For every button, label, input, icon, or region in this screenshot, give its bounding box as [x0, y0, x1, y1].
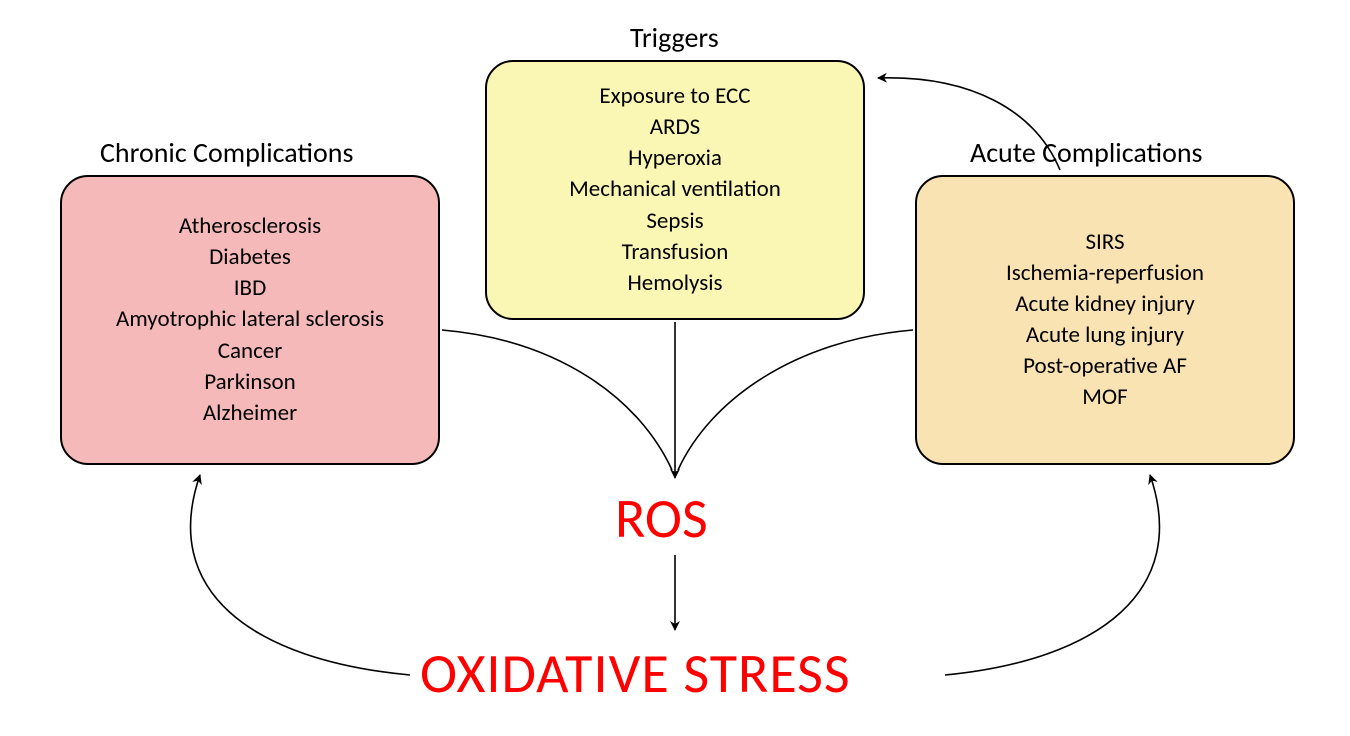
list-item: Acute lung injury — [1006, 320, 1204, 351]
oxidative-stress-label: OXIDATIVE STRESS — [420, 640, 851, 708]
list-item: Transfusion — [569, 237, 781, 268]
acute-box: SIRS Ischemia-reperfusion Acute kidney i… — [915, 175, 1295, 465]
list-item: Parkinson — [116, 367, 384, 398]
chronic-list: Atherosclerosis Diabetes IBD Amyotrophic… — [116, 211, 384, 428]
arrow-acute-to-ros — [678, 330, 913, 470]
list-item: Ischemia-reperfusion — [1006, 258, 1204, 289]
list-item: ARDS — [569, 112, 781, 143]
triggers-title: Triggers — [630, 20, 719, 55]
chronic-box: Atherosclerosis Diabetes IBD Amyotrophic… — [60, 175, 440, 465]
ros-label: ROS — [615, 485, 708, 553]
list-item: Mechanical ventilation — [569, 174, 781, 205]
list-item: MOF — [1006, 382, 1204, 413]
list-item: Sepsis — [569, 206, 781, 237]
list-item: Atherosclerosis — [116, 211, 384, 242]
list-item: Alzheimer — [116, 398, 384, 429]
list-item: Cancer — [116, 336, 384, 367]
acute-list: SIRS Ischemia-reperfusion Acute kidney i… — [1006, 227, 1204, 413]
acute-title: Acute Complications — [970, 135, 1203, 170]
list-item: SIRS — [1006, 227, 1204, 258]
list-item: Exposure to ECC — [569, 81, 781, 112]
chronic-title: Chronic Complications — [100, 135, 353, 170]
list-item: Acute kidney injury — [1006, 289, 1204, 320]
triggers-box: Exposure to ECC ARDS Hyperoxia Mechanica… — [485, 60, 865, 320]
list-item: Hyperoxia — [569, 143, 781, 174]
triggers-list: Exposure to ECC ARDS Hyperoxia Mechanica… — [569, 81, 781, 298]
arrow-oxidative-to-acute — [945, 475, 1159, 675]
list-item: IBD — [116, 273, 384, 304]
list-item: Hemolysis — [569, 268, 781, 299]
list-item: Diabetes — [116, 242, 384, 273]
list-item: Amyotrophic lateral sclerosis — [116, 304, 384, 335]
arrow-chronic-to-ros — [442, 330, 672, 470]
list-item: Post-operative AF — [1006, 351, 1204, 382]
arrow-oxidative-to-chronic — [191, 475, 410, 675]
